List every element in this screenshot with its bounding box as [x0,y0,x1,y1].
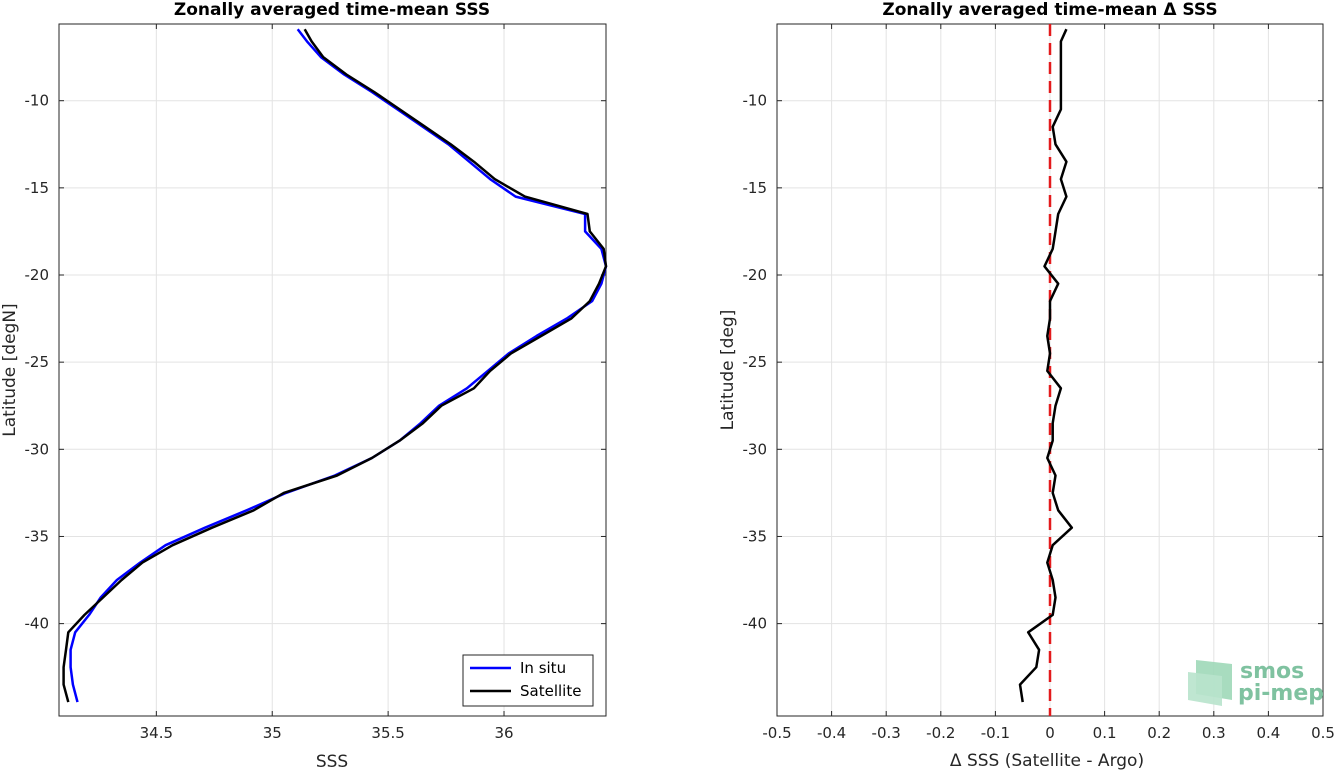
delta-sss-chart-title: Zonally averaged time-mean Δ SSS [882,0,1217,20]
sss-series-satellite [62,28,608,703]
legend-label-satellite: Satellite [520,682,581,700]
legend-label-in-situ: In situ [520,659,566,677]
logo-text-pi-mep: pi-mep [1238,681,1324,706]
delta-sss-x-tick-label: 0.2 [1147,724,1171,742]
delta-sss-y-ticks: -10 -15 -20 -25 -30 -35 -40 [743,92,1323,633]
delta-sss-y-tick-label: -20 [743,266,768,284]
sss-x-axis-label: SSS [316,752,348,770]
sss-y-tick-label: -30 [25,440,50,458]
sss-panel: 34.5 35 35.5 36 -10 -15 -20 -25 -30 -35 -40 Zonal… [0,0,608,770]
delta-sss-x-tick-label: 0.3 [1202,724,1226,742]
delta-sss-y-tick-label: -15 [743,179,768,197]
sss-y-tick-label: -35 [25,527,50,545]
delta-sss-x-tick-label: 0.4 [1256,724,1280,742]
delta-sss-y-tick-label: -40 [743,615,768,633]
delta-sss-x-tick-label: 0.5 [1311,724,1335,742]
sss-axes-frame [58,23,607,717]
sss-lines [62,28,608,703]
sss-x-tick-label: 35 [263,724,282,742]
sss-x-tick-label: 36 [494,724,513,742]
logo-text-smos: smos [1240,659,1304,684]
sss-chart-title: Zonally averaged time-mean SSS [174,0,490,20]
logo-block-front [1188,672,1222,706]
sss-y-tick-label: -25 [25,353,50,371]
legend-box [462,654,594,707]
sss-x-tick-label: 35.5 [371,724,404,742]
delta-sss-x-tick-label: -0.4 [817,724,846,742]
delta-sss-y-tick-label: -25 [743,353,768,371]
sss-legend: In situ Satellite [462,654,594,707]
delta-sss-lines [1018,28,1074,703]
sss-y-axis-label: Latitude [degN] [0,303,20,436]
delta-sss-x-tick-label: -0.2 [926,724,955,742]
delta-sss-y-tick-label: -10 [743,92,768,110]
sss-series-in-situ [69,28,608,703]
sss-y-tick-label: -20 [25,266,50,284]
delta-sss-y-tick-label: -35 [743,527,768,545]
sss-y-ticks: -10 -15 -20 -25 -30 -35 -40 [25,92,606,633]
sss-grid [59,24,606,716]
delta-sss-x-tick-label: 0 [1045,724,1055,742]
delta-sss-y-axis-label: Latitude [deg] [718,310,738,431]
smos-pi-mep-logo: smos pi-mep [1188,659,1324,706]
sss-x-tick-label: 34.5 [140,724,173,742]
sss-y-tick-label: -40 [25,615,50,633]
delta-sss-x-tick-label: -0.5 [762,724,791,742]
sss-x-ticks: 34.5 35 35.5 36 [140,24,514,742]
delta-sss-y-tick-label: -30 [743,440,768,458]
delta-sss-x-tick-label: 0.1 [1093,724,1117,742]
delta-sss-panel: -0.5 -0.4 -0.3 -0.2 -0.1 0 0.1 0.2 0.3 0.4 0.5 -10… [718,0,1335,770]
delta-sss-x-ticks: -0.5 -0.4 -0.3 -0.2 -0.1 0 0.1 0.2 0.3 0.4 0.5 [762,24,1335,742]
sss-y-tick-label: -15 [25,179,50,197]
delta-sss-series-difference [1018,28,1074,703]
delta-sss-x-tick-label: -0.3 [872,724,901,742]
delta-sss-x-axis-label: Δ SSS (Satellite - Argo) [950,751,1144,770]
sss-y-tick-label: -10 [25,92,50,110]
delta-sss-x-tick-label: -0.1 [981,724,1010,742]
